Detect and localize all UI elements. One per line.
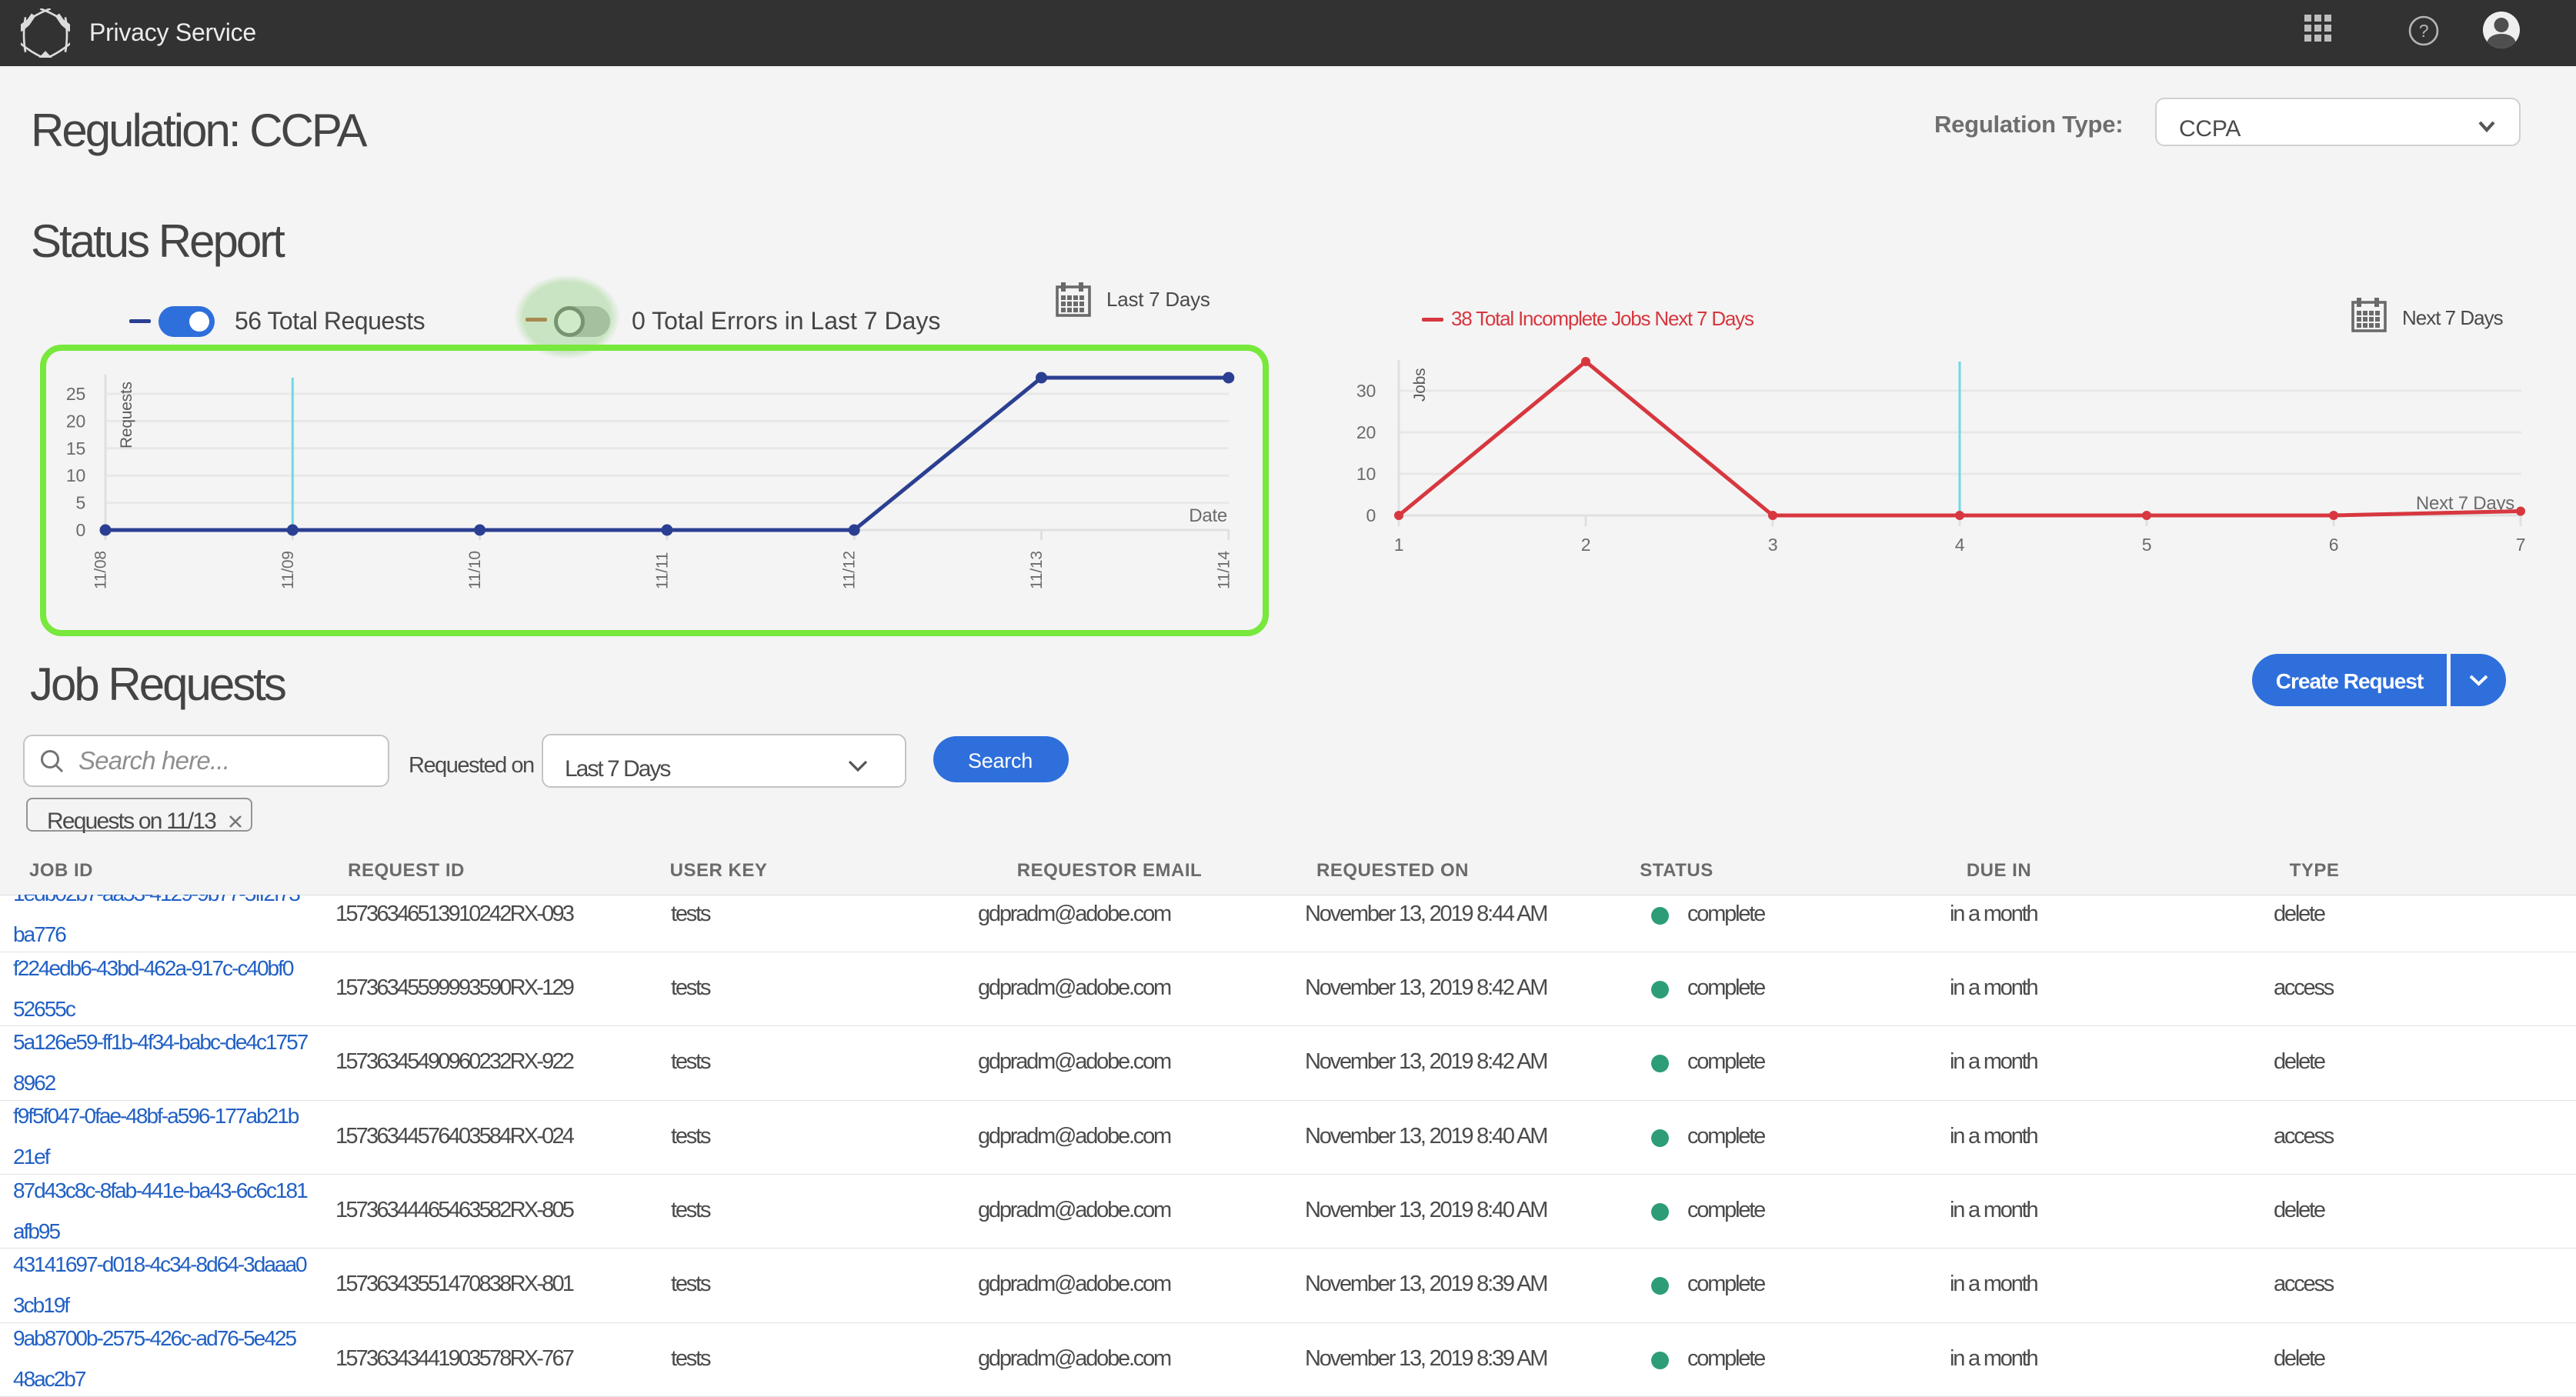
svg-text:4: 4 [1955,535,1965,555]
svg-text:20: 20 [66,411,85,431]
svg-text:Requests: Requests [118,382,135,448]
svg-text:3: 3 [1768,535,1778,555]
svg-text:10: 10 [66,465,85,485]
svg-text:6: 6 [2329,535,2339,555]
svg-text:20: 20 [1356,422,1376,442]
svg-text:Jobs: Jobs [1411,368,1429,402]
svg-text:7: 7 [2516,535,2526,555]
svg-text:11/11: 11/11 [653,552,671,589]
svg-text:5: 5 [2142,535,2152,555]
svg-text:25: 25 [66,384,85,404]
svg-text:11/08: 11/08 [92,551,110,589]
svg-text:?: ? [2419,21,2429,41]
svg-text:0: 0 [75,520,85,540]
svg-text:5: 5 [75,493,85,513]
svg-text:30: 30 [1356,381,1376,401]
svg-text:11/13: 11/13 [1028,551,1046,589]
svg-text:2: 2 [1581,535,1591,555]
svg-text:11/14: 11/14 [1215,551,1233,589]
svg-text:1: 1 [1394,535,1404,555]
svg-text:11/12: 11/12 [841,551,859,589]
svg-text:15: 15 [66,438,85,458]
svg-text:11/10: 11/10 [466,551,484,589]
svg-text:11/09: 11/09 [279,551,297,589]
svg-text:0: 0 [1366,505,1376,525]
svg-text:Date: Date [1189,505,1227,526]
svg-text:10: 10 [1356,464,1376,484]
